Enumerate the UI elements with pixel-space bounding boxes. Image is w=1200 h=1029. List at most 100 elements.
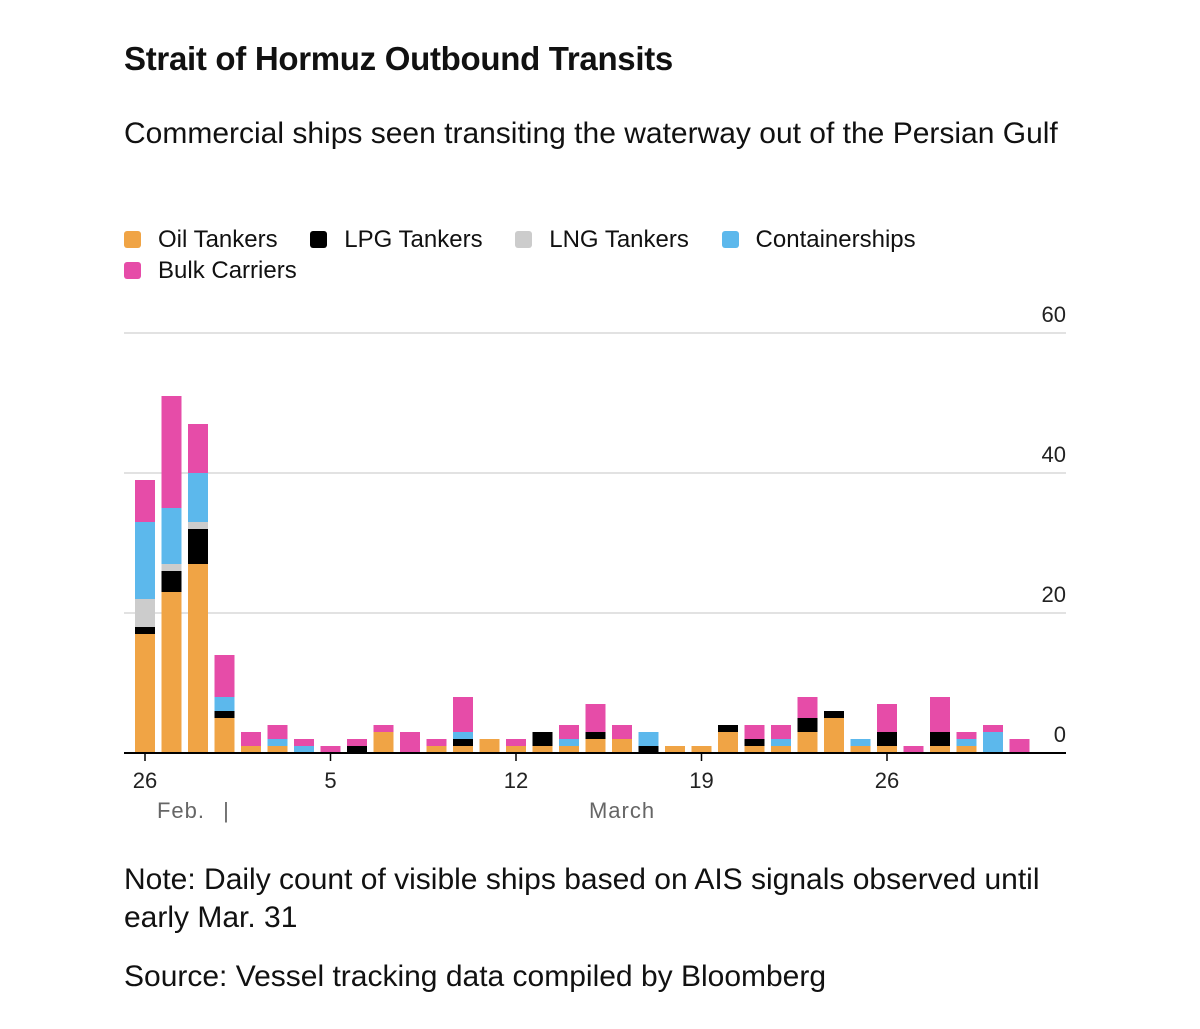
- chart-source: Source: Vessel tracking data compiled by…: [124, 960, 827, 993]
- legend-label-lpg-tankers: LPG Tankers: [344, 225, 483, 253]
- bar-oil-tankers: [135, 634, 155, 753]
- bar-oil-tankers: [930, 746, 950, 753]
- bar-oil-tankers: [161, 592, 182, 753]
- bar-oil-tankers: [453, 746, 473, 753]
- bar-oil-tankers: [612, 739, 632, 753]
- bar-oil-tankers: [241, 746, 261, 753]
- bar-oil-tankers: [691, 746, 712, 753]
- bar-oil-tankers: [824, 718, 844, 753]
- bar-oil-tankers: [373, 732, 394, 753]
- bar-bulk-carriers: [612, 725, 632, 739]
- bar-bulk-carriers: [214, 655, 235, 697]
- bar-lpg-tankers: [188, 529, 208, 564]
- bar-bulk-carriers: [771, 725, 791, 739]
- bar-bulk-carriers: [1009, 739, 1030, 753]
- bar-lpg-tankers: [453, 739, 473, 746]
- bar-oil-tankers: [744, 746, 765, 753]
- bar-bulk-carriers: [877, 704, 897, 732]
- bar-oil-tankers: [532, 746, 553, 753]
- bar-lpg-tankers: [135, 627, 155, 634]
- bar-lng-tankers: [188, 522, 208, 529]
- bar-bulk-carriers: [983, 725, 1003, 732]
- bar-bulk-carriers: [426, 739, 447, 746]
- bar-bulk-carriers: [585, 704, 606, 732]
- bar-lpg-tankers: [877, 732, 897, 746]
- bar-containerships: [771, 739, 791, 746]
- x-tick-label: 12: [504, 768, 528, 793]
- bar-lpg-tankers: [161, 571, 182, 592]
- bar-containerships: [956, 739, 977, 746]
- bar-containerships: [559, 739, 579, 746]
- bar-containerships: [161, 508, 182, 564]
- bar-bulk-carriers: [373, 725, 394, 732]
- legend-label-containerships: Containerships: [755, 225, 916, 253]
- x-tick-label: 26: [875, 768, 899, 793]
- bar-oil-tankers: [426, 746, 447, 753]
- bar-bulk-carriers: [903, 746, 924, 753]
- bar-containerships: [294, 746, 314, 753]
- bar-bulk-carriers: [930, 697, 950, 732]
- bar-lng-tankers: [135, 599, 155, 627]
- bar-oil-tankers: [267, 746, 288, 753]
- bar-containerships: [267, 739, 288, 746]
- bar-bulk-carriers: [267, 725, 288, 739]
- legend-swatch-containerships: [721, 231, 739, 248]
- bar-bulk-carriers: [188, 424, 208, 473]
- legend-item-bulk-carriers: Bulk Carriers: [124, 255, 297, 286]
- bar-oil-tankers: [771, 746, 791, 753]
- bar-oil-tankers: [585, 739, 606, 753]
- bar-bulk-carriers: [956, 732, 977, 739]
- bar-containerships: [983, 732, 1003, 753]
- bar-oil-tankers: [877, 746, 897, 753]
- bar-containerships: [850, 739, 871, 746]
- y-tick-label: 0: [1054, 722, 1066, 747]
- bar-oil-tankers: [188, 564, 208, 753]
- bar-oil-tankers: [214, 718, 235, 753]
- bar-containerships: [453, 732, 473, 739]
- bar-containerships: [188, 473, 208, 522]
- bar-bulk-carriers: [135, 480, 155, 522]
- legend-item-oil-tankers: Oil Tankers: [124, 224, 278, 255]
- legend-swatch-lng-tankers: [515, 231, 533, 248]
- bar-lpg-tankers: [930, 732, 950, 746]
- bar-containerships: [638, 732, 659, 746]
- bar-bulk-carriers: [320, 746, 341, 753]
- bar-lng-tankers: [161, 564, 182, 571]
- bar-bulk-carriers: [161, 396, 182, 508]
- chart-legend: Oil Tankers LPG Tankers LNG Tankers Cont…: [124, 224, 1024, 286]
- bar-bulk-carriers: [744, 725, 765, 739]
- x-tick-label: 19: [689, 768, 713, 793]
- legend-item-lpg-tankers: LPG Tankers: [310, 224, 483, 255]
- y-tick-label: 40: [1042, 442, 1066, 467]
- bar-bulk-carriers: [241, 732, 261, 746]
- bar-lpg-tankers: [797, 718, 818, 732]
- x-tick-label: 26: [133, 768, 157, 793]
- bar-containerships: [214, 697, 235, 711]
- chart-title: Strait of Hormuz Outbound Transits: [124, 40, 673, 77]
- bar-oil-tankers: [718, 732, 738, 753]
- chart-note: Note: Daily count of visible ships based…: [124, 863, 1040, 934]
- month-label-feb: Feb.: [157, 798, 205, 823]
- bar-lpg-tankers: [585, 732, 606, 739]
- bar-lpg-tankers: [638, 746, 659, 753]
- legend-swatch-bulk-carriers: [124, 262, 141, 279]
- y-tick-label: 60: [1042, 302, 1066, 327]
- bar-lpg-tankers: [744, 739, 765, 746]
- legend-item-lng-tankers: LNG Tankers: [515, 224, 689, 255]
- bar-oil-tankers: [665, 746, 685, 753]
- legend-label-oil-tankers: Oil Tankers: [158, 225, 278, 253]
- bar-oil-tankers: [956, 746, 977, 753]
- bar-bulk-carriers: [453, 697, 473, 732]
- bar-oil-tankers: [797, 732, 818, 753]
- bar-lpg-tankers: [718, 725, 738, 732]
- bar-lpg-tankers: [347, 746, 367, 753]
- bars: [135, 396, 1030, 753]
- bar-lpg-tankers: [532, 732, 553, 746]
- bar-bulk-carriers: [294, 739, 314, 746]
- bar-lpg-tankers: [824, 711, 844, 718]
- bar-oil-tankers: [559, 746, 579, 753]
- bar-oil-tankers: [479, 739, 500, 753]
- legend-swatch-oil-tankers: [124, 231, 141, 248]
